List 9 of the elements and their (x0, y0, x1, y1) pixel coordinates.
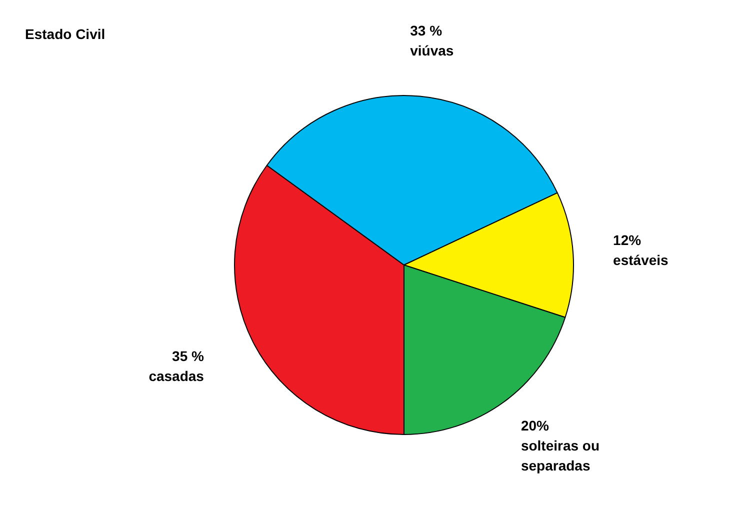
data-label: 33 % (410, 22, 443, 38)
data-label: 12% (613, 232, 642, 248)
slice-label: viúvas (410, 42, 454, 58)
chart-title: Estado Civil (25, 26, 106, 42)
slice-label: solteiras ou separadas (520, 437, 600, 474)
slice-label: estáveis (613, 252, 669, 268)
data-label: 35 % (172, 348, 205, 364)
slice-label: casadas (148, 368, 204, 384)
data-label: 20% (520, 417, 550, 434)
